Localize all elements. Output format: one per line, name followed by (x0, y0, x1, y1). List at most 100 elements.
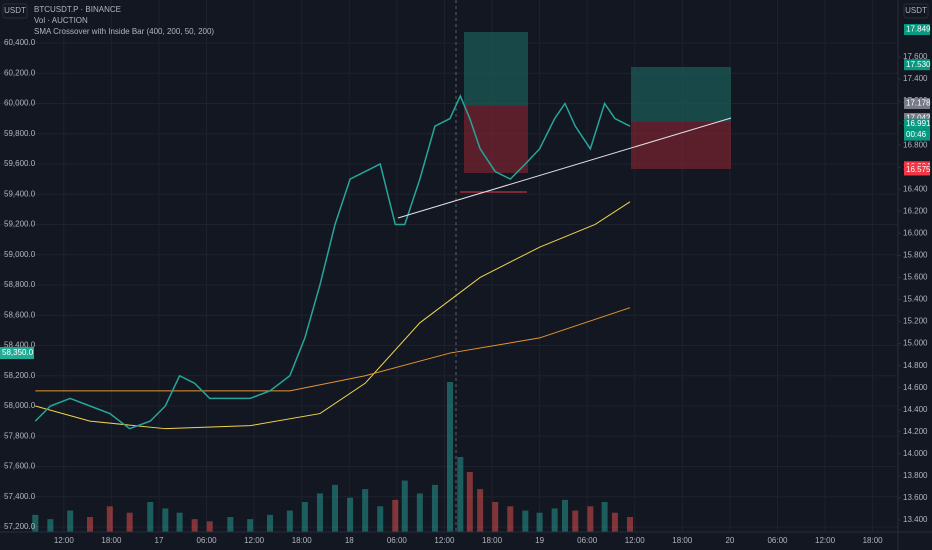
y2-tick-label: 17.600 (903, 52, 928, 61)
x-tick-label: 18:00 (863, 536, 884, 545)
x-tick-label: 18:00 (292, 536, 313, 545)
y-tick-label: 57,600.0 (4, 462, 36, 471)
y2-tick-label: 14.200 (903, 427, 928, 436)
volume-bar (551, 508, 558, 532)
volume-bar (611, 512, 618, 532)
x-tick-label: 06:00 (767, 536, 788, 545)
volume-bar (377, 506, 384, 532)
y2-tick-label: 15.200 (903, 317, 928, 326)
volume-bar (316, 493, 323, 532)
price-tag (904, 59, 930, 71)
volume-bar (401, 480, 408, 532)
sma-line (35, 201, 631, 430)
volume-bar (392, 499, 399, 532)
volume-bar (147, 502, 154, 532)
y-tick-label: 59,600.0 (4, 159, 36, 168)
volume-bar (266, 514, 273, 532)
volume-bar (466, 472, 473, 532)
volume-bar (176, 512, 183, 532)
price-tag-label: 17.530 (906, 60, 931, 69)
volume-bar (522, 510, 529, 532)
countdown-tag (904, 129, 930, 141)
price-tag (904, 98, 930, 110)
volume-bar (416, 493, 423, 532)
price-line (34, 94, 631, 430)
x-tick-label: 06:00 (577, 536, 598, 545)
y2-tick-label: 15.000 (903, 339, 928, 348)
volume-bar (507, 506, 514, 532)
price-tag-label: 17.849 (906, 25, 931, 34)
x-tick-label: 18:00 (482, 536, 503, 545)
volume-bar (457, 457, 464, 532)
x-tick-label: 18 (345, 536, 354, 545)
y2-tick-label: 14.400 (903, 405, 928, 414)
volume-bar (601, 502, 608, 532)
volume-bar (191, 519, 198, 532)
x-tick-label: 19 (535, 536, 544, 545)
volume-bar (67, 510, 74, 532)
volume-bar (106, 506, 113, 532)
volume-bar (206, 521, 213, 532)
currency-button[interactable] (2, 3, 28, 19)
x-tick-label: 17 (155, 536, 164, 545)
volume-bar (47, 519, 54, 532)
volume-bar (492, 502, 499, 532)
y2-tick-label: 13.600 (903, 493, 928, 502)
y-tick-label: 57,400.0 (4, 492, 36, 501)
currency[interactable]: USDT (905, 6, 927, 15)
volume-bar (286, 510, 293, 532)
volume-bar (477, 489, 484, 532)
price-tag-label: 16.991 (906, 119, 931, 128)
price-tag (904, 113, 930, 125)
price-tag (904, 164, 930, 176)
price-tag-label: 17.178 (906, 99, 931, 108)
y2-tick-label: 16.800 (903, 140, 928, 149)
y2-tick-label: 14.000 (903, 449, 928, 458)
volume-bar (126, 512, 133, 532)
currency-button[interactable] (903, 3, 929, 19)
countdown: 00:46 (906, 130, 927, 139)
y-tick-label: 57,800.0 (4, 431, 36, 440)
take-profit-zone (631, 67, 731, 122)
x-tick-label: 12:00 (54, 536, 75, 545)
x-tick-label: 12:00 (815, 536, 836, 545)
y2-tick-label: 14.600 (903, 383, 928, 392)
y2-tick-label: 16.200 (903, 206, 928, 215)
x-tick-label: 06:00 (197, 536, 218, 545)
volume-bar (227, 517, 234, 532)
y-tick-label: 57,200.0 (4, 522, 36, 531)
price-tag-label: 16.575 (906, 165, 931, 174)
y2-tick-label: 16.000 (903, 228, 928, 237)
volume-bar (446, 382, 453, 532)
bottom-axis-bg (0, 532, 898, 550)
y2-tick-label: 15.400 (903, 295, 928, 304)
y2-tick-label: 13.400 (903, 515, 928, 524)
last-price-label: 58,350.0 (2, 348, 34, 357)
y-tick-label: 59,000.0 (4, 250, 36, 259)
stop-loss-zone (631, 122, 731, 169)
volume-bar (301, 502, 308, 532)
y2-tick-label: 13.800 (903, 471, 928, 480)
volume-bar (332, 484, 339, 532)
volume-legend: Vol · AUCTION (34, 16, 88, 25)
symbol-title: BTCUSDT.P · BINANCE (34, 5, 121, 14)
y-tick-label: 58,200.0 (4, 371, 36, 380)
x-tick-label: 18:00 (101, 536, 122, 545)
currency[interactable]: USDT (4, 6, 26, 15)
y-tick-label: 58,000.0 (4, 401, 36, 410)
indicator-legend: SMA Crossover with Inside Bar (400, 200,… (34, 27, 214, 36)
price-tag (904, 24, 930, 36)
y-tick-label: 59,400.0 (4, 189, 36, 198)
right-axis-bg (898, 0, 932, 550)
volume-bar (32, 514, 39, 532)
y-tick-label: 59,800.0 (4, 129, 36, 138)
price-tag-label: 17.042 (906, 114, 931, 123)
y2-tick-label: 14.800 (903, 361, 928, 370)
y2-tick-label: 15.800 (903, 251, 928, 260)
x-tick-label: 06:00 (387, 536, 408, 545)
y-tick-label: 60,400.0 (4, 38, 36, 47)
sma-line (35, 307, 631, 392)
volume-bar (626, 517, 633, 532)
y2-tick-label: 16.400 (903, 184, 928, 193)
